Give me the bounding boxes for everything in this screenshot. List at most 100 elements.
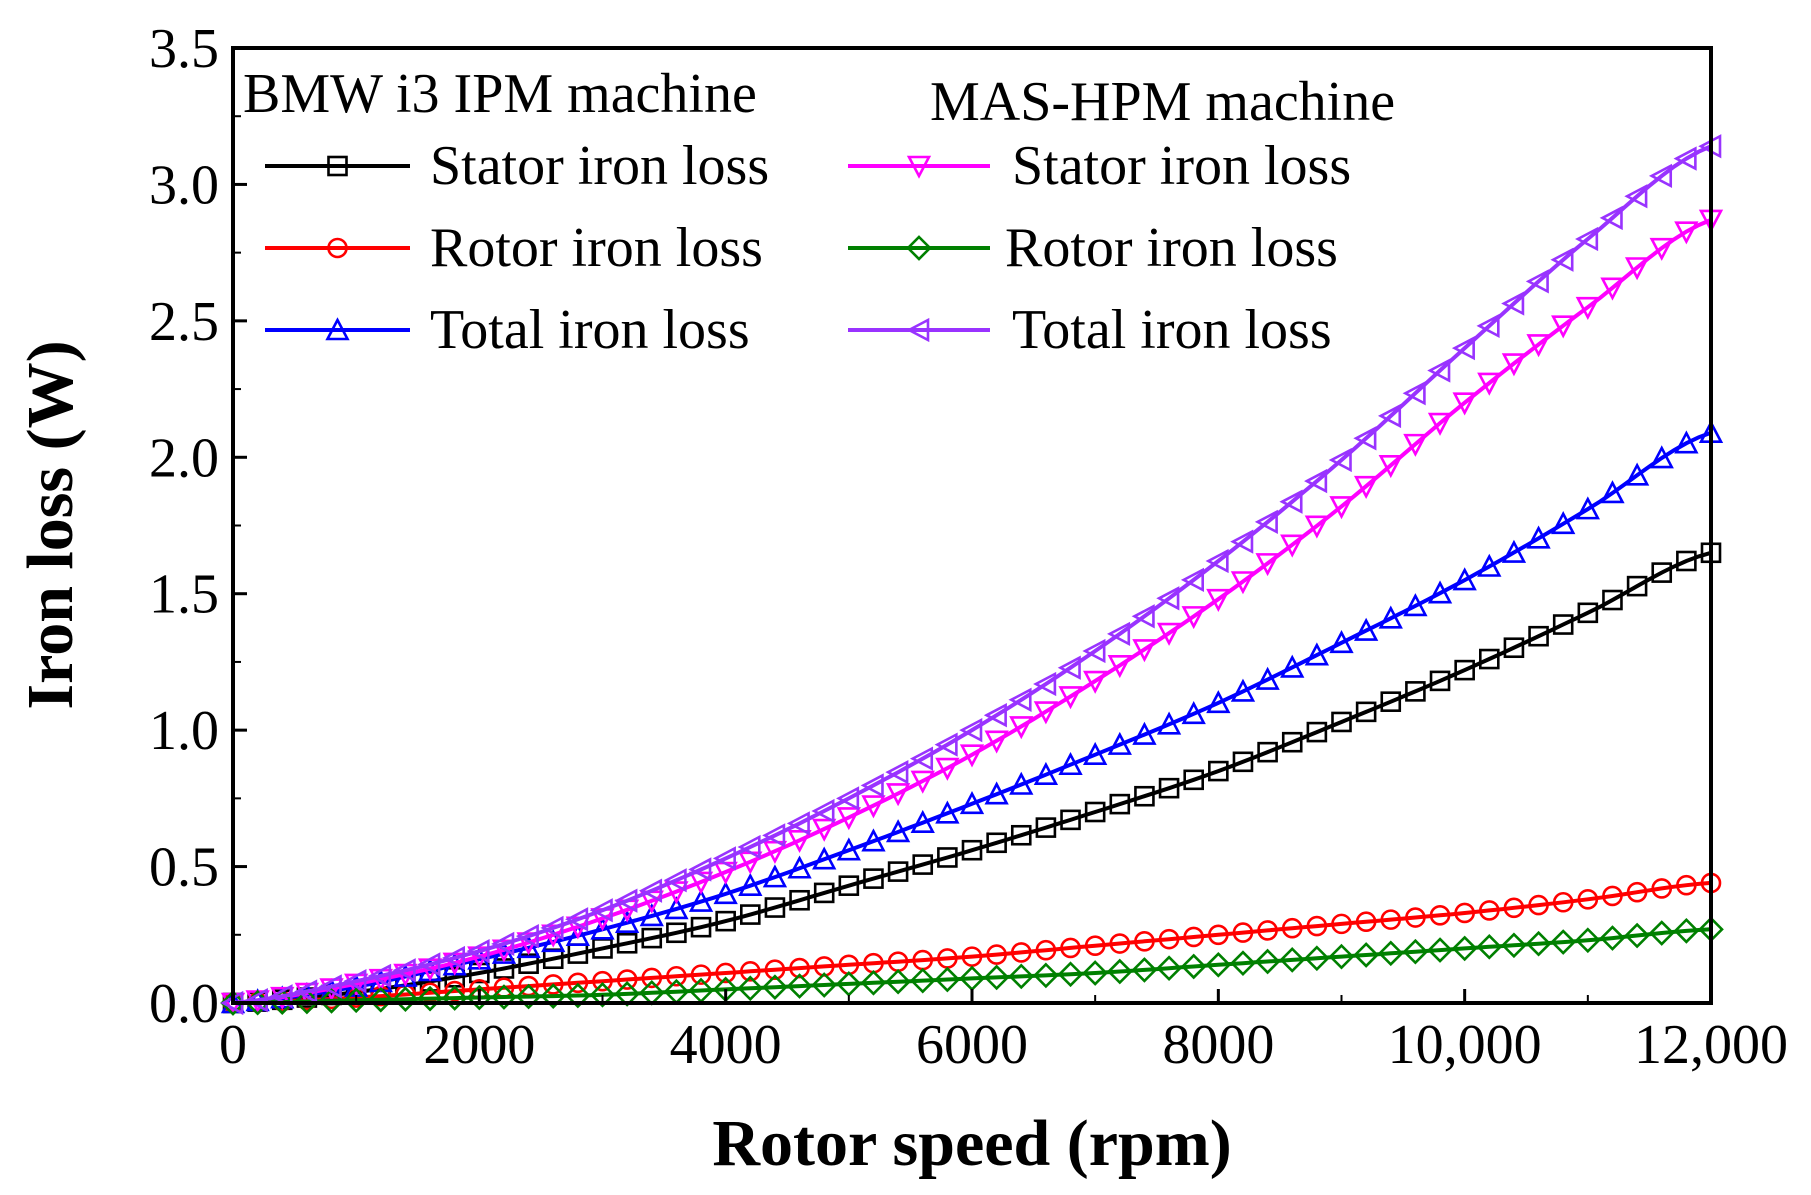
data-point: [1083, 670, 1108, 694]
legend-marker: [327, 155, 348, 177]
data-point: [220, 990, 246, 1016]
series-5: [220, 134, 1722, 1016]
data-point: [1281, 731, 1303, 753]
data-point: [1380, 909, 1402, 930]
data-point: [1528, 894, 1549, 916]
data-point: [1574, 927, 1601, 954]
legend-marker: [906, 235, 932, 261]
data-point: [466, 939, 490, 964]
data-point: [1378, 605, 1403, 629]
data-point: [861, 828, 886, 852]
legend-swatch-3: [848, 155, 990, 179]
data-point: [1525, 930, 1552, 957]
y-tick-label: 2.0: [149, 427, 219, 489]
data-point: [690, 964, 712, 985]
data-point: [1377, 403, 1402, 429]
data-point: [1402, 938, 1429, 965]
data-point: [739, 961, 761, 982]
data-point: [1010, 942, 1032, 963]
data-point: [1329, 496, 1354, 520]
data-point: [1525, 269, 1549, 294]
data-point: [1232, 751, 1254, 773]
data-point: [986, 832, 1007, 854]
data-point: [1454, 902, 1475, 924]
data-point: [887, 861, 909, 882]
data-point: [318, 988, 345, 1014]
data-point: [666, 922, 687, 944]
data-point: [1206, 690, 1231, 714]
data-point: [885, 819, 911, 843]
data-point: [565, 982, 591, 1009]
data-point: [1526, 525, 1551, 549]
data-point: [1304, 468, 1328, 494]
legend-swatch-4: [848, 235, 990, 261]
data-point: [762, 864, 788, 888]
data-point: [688, 888, 714, 912]
data-point: [937, 847, 958, 868]
series-3: [220, 209, 1724, 1016]
y-tick-label: 3.5: [149, 18, 219, 80]
y-tick-label: 1.5: [149, 564, 219, 626]
data-point: [1107, 621, 1131, 647]
data-point: [1427, 412, 1453, 436]
data-point: [565, 907, 589, 932]
data-point: [935, 800, 960, 824]
data-point: [1058, 686, 1083, 710]
data-point: [1353, 426, 1377, 451]
data-point: [812, 846, 837, 870]
data-point: [1674, 221, 1699, 245]
x-tick-label: 12,000: [1634, 1014, 1788, 1076]
data-point: [1132, 721, 1157, 745]
data-point: [789, 889, 810, 911]
data-point: [589, 981, 616, 1008]
data-point: [959, 744, 985, 768]
data-point: [294, 988, 320, 1015]
data-point: [912, 854, 934, 875]
data-point: [1280, 654, 1305, 678]
data-point: [616, 969, 638, 990]
data-point: [835, 971, 862, 997]
data-point: [1648, 920, 1675, 946]
data-point: [1454, 659, 1475, 681]
legend-marker: [906, 155, 932, 179]
data-point: [1331, 711, 1352, 733]
data-point: [1084, 935, 1106, 957]
data-point: [1156, 711, 1182, 735]
data-point: [1353, 617, 1379, 641]
data-point: [713, 881, 738, 905]
data-point: [935, 757, 960, 781]
data-point: [1254, 509, 1278, 535]
data-point: [1451, 335, 1475, 361]
data-point: [885, 968, 911, 995]
data-point: [1208, 760, 1229, 782]
data-point: [1107, 731, 1132, 755]
data-point: [1402, 381, 1426, 406]
data-point: [1232, 922, 1254, 943]
y-axis: 0.0 0.5 1.0 1.5 2.0 2.5 3.0 3.5: [149, 18, 247, 1035]
data-point: [1156, 955, 1182, 982]
series-2: [220, 419, 1724, 1014]
data-point: [1624, 462, 1650, 486]
data-point: [910, 770, 935, 794]
data-point: [1648, 163, 1673, 189]
data-point: [1673, 918, 1700, 944]
data-point: [812, 818, 837, 842]
data-point: [1156, 622, 1182, 646]
data-point: [1550, 929, 1577, 955]
data-point: [1501, 353, 1527, 377]
data-point: [1476, 933, 1503, 960]
data-point: [666, 965, 687, 987]
x-axis-title: Rotor speed (rpm): [712, 1107, 1231, 1180]
series-line-5: [232, 144, 1712, 1005]
data-point: [1060, 937, 1081, 959]
data-point: [1060, 809, 1081, 831]
data-point: [1575, 226, 1599, 252]
data-point: [540, 915, 564, 941]
data-point: [984, 730, 1009, 754]
data-point: [1479, 900, 1500, 921]
data-point: [838, 875, 860, 896]
data-point: [961, 839, 983, 861]
data-point: [1057, 961, 1084, 988]
data-point: [1552, 891, 1574, 913]
